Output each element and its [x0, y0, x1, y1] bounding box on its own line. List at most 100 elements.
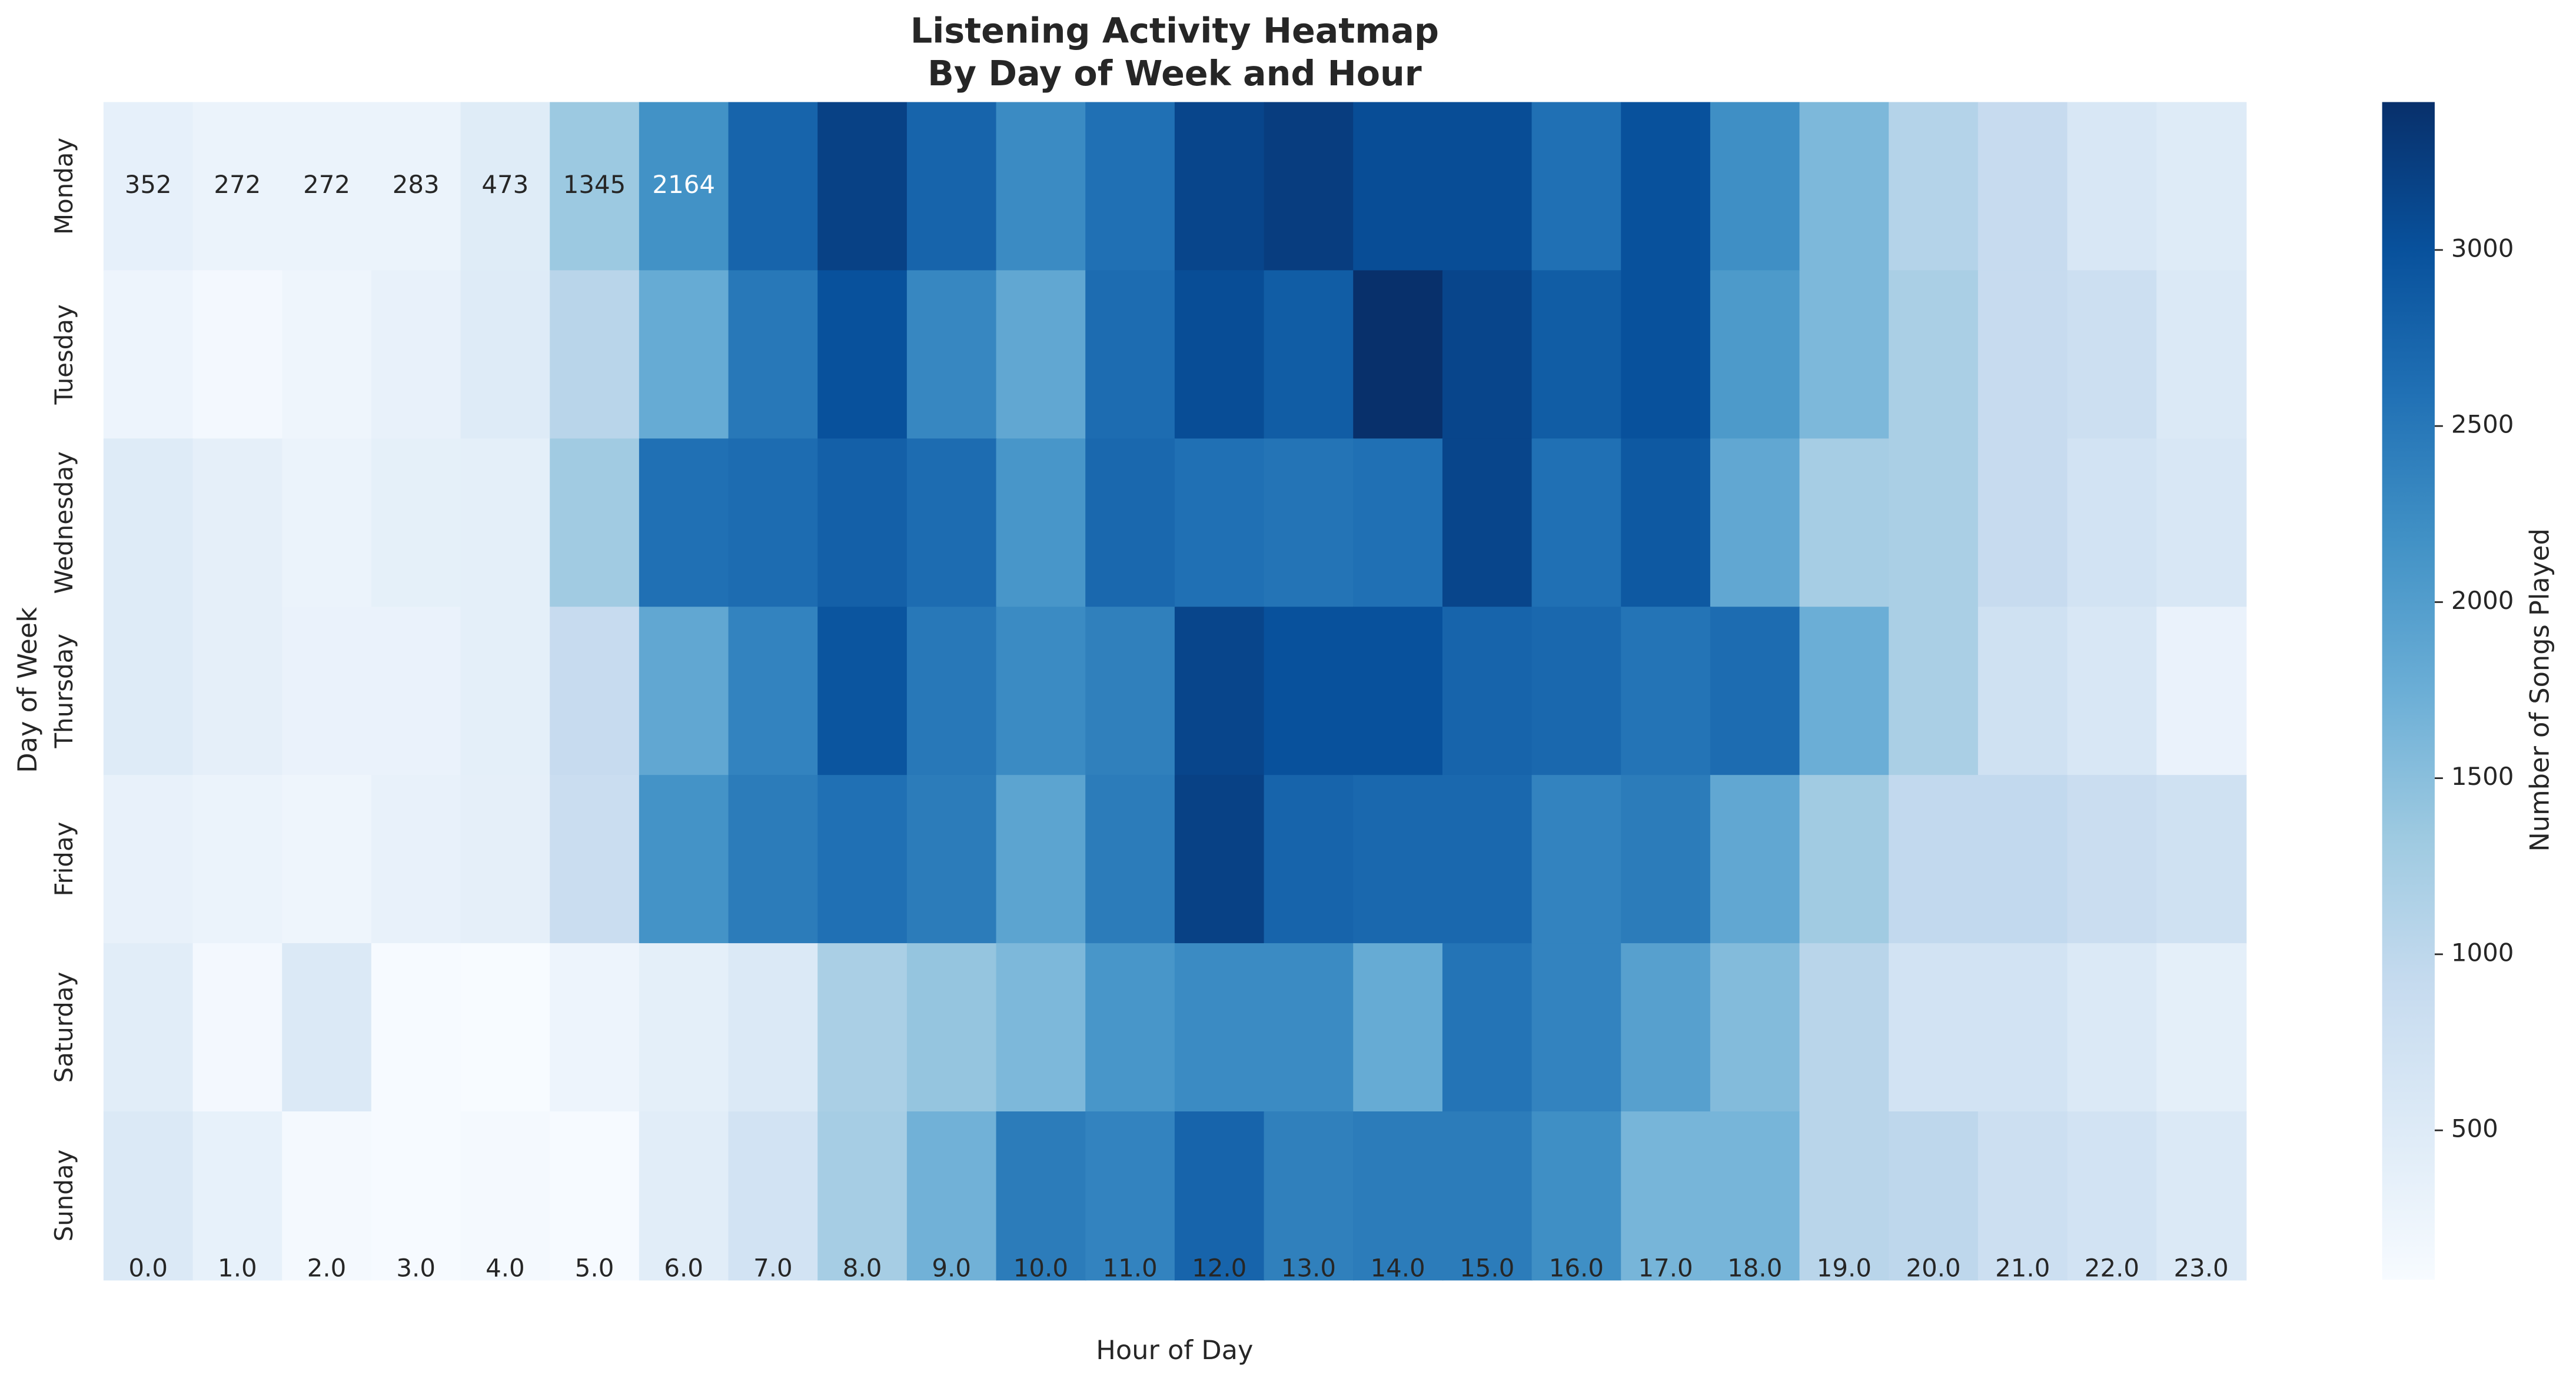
heat-cell	[1264, 943, 1354, 1113]
heat-cell	[1710, 607, 1800, 776]
heat-cell	[192, 102, 283, 271]
heat-cell	[1531, 775, 1622, 944]
cell-label: 1345	[563, 170, 626, 199]
x-tick-label: 7.0	[753, 1254, 793, 1283]
heat-cell	[1531, 438, 1622, 608]
heat-cell	[282, 438, 373, 608]
heat-cell	[192, 1111, 283, 1281]
heat-cell	[2067, 1111, 2158, 1281]
colorbar	[2382, 102, 2435, 1280]
heat-cell	[1621, 102, 1711, 271]
heat-cell	[2067, 102, 2158, 271]
heat-cell	[371, 102, 461, 271]
heat-cell	[639, 775, 729, 944]
heat-cell	[996, 607, 1086, 776]
cell-label: 272	[214, 170, 261, 199]
heat-cell	[1710, 438, 1800, 608]
x-tick-label: 22.0	[2085, 1254, 2139, 1283]
x-tick-label: 19.0	[1817, 1254, 1872, 1283]
heat-cell	[1799, 943, 1890, 1113]
heat-cell	[103, 438, 194, 608]
heat-cell	[192, 943, 283, 1113]
x-axis-label: Hour of Day	[1096, 1335, 1253, 1366]
chart-title: Listening Activity Heatmap	[910, 11, 1439, 51]
heat-cell	[1710, 270, 1800, 440]
heat-cell	[103, 607, 194, 776]
y-tick-label: Monday	[49, 138, 78, 235]
heat-cell	[1174, 1111, 1265, 1281]
heat-cell	[1442, 1111, 1533, 1281]
x-tick-label: 14.0	[1370, 1254, 1425, 1283]
heat-cell	[2067, 607, 2158, 776]
heat-cell	[728, 775, 819, 944]
heat-cell	[728, 438, 819, 608]
heat-cell	[1353, 270, 1444, 440]
heat-cell	[103, 270, 194, 440]
heat-cell	[1977, 438, 2068, 608]
heat-cell	[1621, 1111, 1711, 1281]
y-tick-label: Saturday	[49, 972, 78, 1083]
heat-cell	[460, 438, 551, 608]
heat-cell	[1085, 1111, 1176, 1281]
heat-cell	[103, 775, 194, 944]
heat-cell	[1710, 775, 1800, 944]
x-tick-label: 23.0	[2173, 1254, 2228, 1283]
heat-cell	[639, 607, 729, 776]
heat-cell	[1977, 102, 2068, 271]
heat-cell	[1799, 607, 1890, 776]
heat-cell	[1977, 270, 2068, 440]
heat-cell	[906, 607, 997, 776]
heat-cell	[1531, 1111, 1622, 1281]
heat-cell	[906, 438, 997, 608]
cell-label: 272	[303, 170, 350, 199]
heat-cell	[2067, 270, 2158, 440]
colorbar-tick-label: 1000	[2451, 938, 2514, 967]
heat-cell	[1442, 943, 1533, 1113]
heat-cell	[1889, 1111, 1979, 1281]
heat-cell	[550, 943, 640, 1113]
heat-cell	[906, 943, 997, 1113]
x-tick-label: 16.0	[1549, 1254, 1604, 1283]
heat-cell	[371, 607, 461, 776]
heat-cell	[282, 607, 373, 776]
heat-cell	[1531, 943, 1622, 1113]
heat-cell	[1174, 943, 1265, 1113]
heat-cell	[996, 1111, 1086, 1281]
heat-cell	[460, 943, 551, 1113]
heat-cell	[550, 438, 640, 608]
heat-cell	[1621, 438, 1711, 608]
heat-cell	[1353, 775, 1444, 944]
y-tick-label: Sunday	[49, 1150, 78, 1242]
heat-cell	[996, 438, 1086, 608]
heat-cell	[1710, 1111, 1800, 1281]
heat-cell	[2156, 607, 2247, 776]
heat-cell	[192, 775, 283, 944]
heat-cell	[2156, 102, 2247, 271]
heat-cell	[817, 438, 908, 608]
heat-cell	[371, 943, 461, 1113]
heat-cell	[2156, 270, 2247, 440]
heat-cell	[460, 102, 551, 271]
y-tick-label: Wednesday	[49, 451, 78, 594]
x-tick-label: 15.0	[1460, 1254, 1514, 1283]
heat-cell	[192, 270, 283, 440]
heat-cell	[550, 607, 640, 776]
y-tick-label: Friday	[49, 822, 78, 897]
heat-cell	[460, 775, 551, 944]
x-tick-label: 18.0	[1727, 1254, 1782, 1283]
heat-cell	[1353, 438, 1444, 608]
heat-cell	[2067, 943, 2158, 1113]
heat-cell	[1977, 943, 2068, 1113]
heat-cell	[550, 775, 640, 944]
heat-cell	[1799, 438, 1890, 608]
heat-cell	[1621, 943, 1711, 1113]
heat-cell	[1977, 1111, 2068, 1281]
heat-cell	[1442, 775, 1533, 944]
heat-cell	[996, 102, 1086, 271]
heat-cell	[1085, 775, 1176, 944]
heat-cell	[1710, 943, 1800, 1113]
heat-cell	[1621, 775, 1711, 944]
x-tick-label: 12.0	[1192, 1254, 1247, 1283]
heat-cell	[460, 607, 551, 776]
heat-cell	[906, 1111, 997, 1281]
